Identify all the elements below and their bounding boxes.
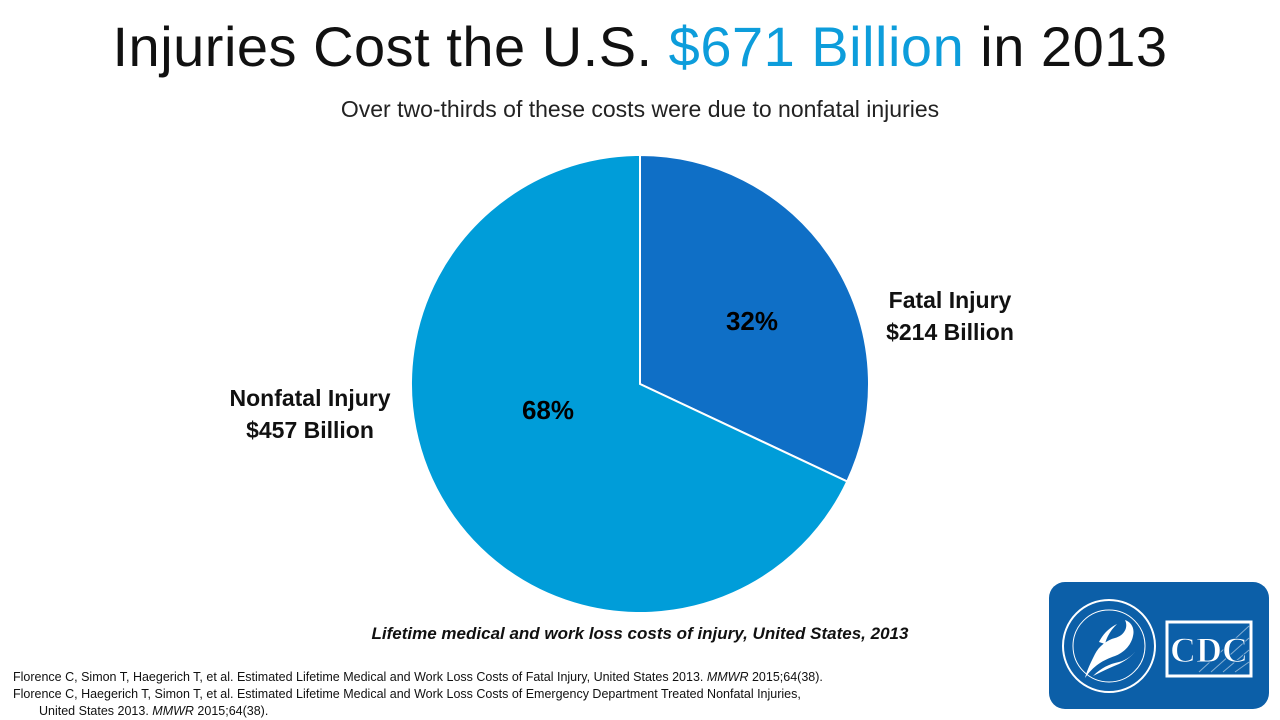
reference-1-cite: 2015;64(38). (748, 670, 823, 684)
cdc-logo: CDC (1049, 582, 1269, 709)
reference-2-cite: 2015;64(38). (193, 704, 269, 718)
label-nonfatal-name: Nonfatal Injury (229, 385, 391, 411)
chart-caption: Lifetime medical and work loss costs of … (371, 624, 909, 643)
label-fatal-injury: Fatal Injury $214 Billion (870, 284, 1030, 348)
reference-2-cont-text: United States 2013. (39, 704, 153, 718)
references: Florence C, Simon T, Haegerich T, et al.… (13, 669, 823, 720)
slice-percent-nonfatal: 68% (522, 395, 574, 425)
reference-1: Florence C, Simon T, Haegerich T, et al.… (13, 669, 823, 686)
pie-slices (410, 153, 870, 614)
hhs-seal-icon (1062, 599, 1156, 693)
cdc-wordmark-icon: CDC (1165, 620, 1253, 678)
label-fatal-value: $214 Billion (886, 319, 1014, 345)
slice-percent-fatal: 32% (726, 306, 778, 336)
reference-2: Florence C, Haegerich T, Simon T, et al.… (13, 686, 823, 703)
reference-2-cont: United States 2013. MMWR 2015;64(38). (13, 703, 823, 720)
label-nonfatal-injury: Nonfatal Injury $457 Billion (214, 382, 406, 446)
title-accent: $671 Billion (668, 15, 965, 78)
reference-1-journal: MMWR (706, 670, 749, 684)
chart-title: Injuries Cost the U.S. $671 Billion in 2… (0, 14, 1280, 79)
cdc-logo-graphic: CDC (1062, 599, 1253, 693)
title-suffix: in 2013 (964, 15, 1168, 78)
pie-slice-nonfatal (410, 153, 849, 614)
chart-subtitle: Over two-thirds of these costs were due … (340, 96, 940, 122)
reference-2-text: Florence C, Haegerich T, Simon T, et al.… (13, 687, 801, 701)
reference-2-journal: MMWR (152, 704, 194, 718)
label-fatal-name: Fatal Injury (888, 287, 1012, 313)
cdc-logo-text: CDC (1170, 630, 1248, 670)
title-prefix: Injuries Cost the U.S. (112, 15, 669, 78)
label-nonfatal-value: $457 Billion (246, 417, 374, 443)
pie-slice-fatal (639, 153, 870, 483)
reference-1-text: Florence C, Simon T, Haegerich T, et al.… (13, 670, 707, 684)
